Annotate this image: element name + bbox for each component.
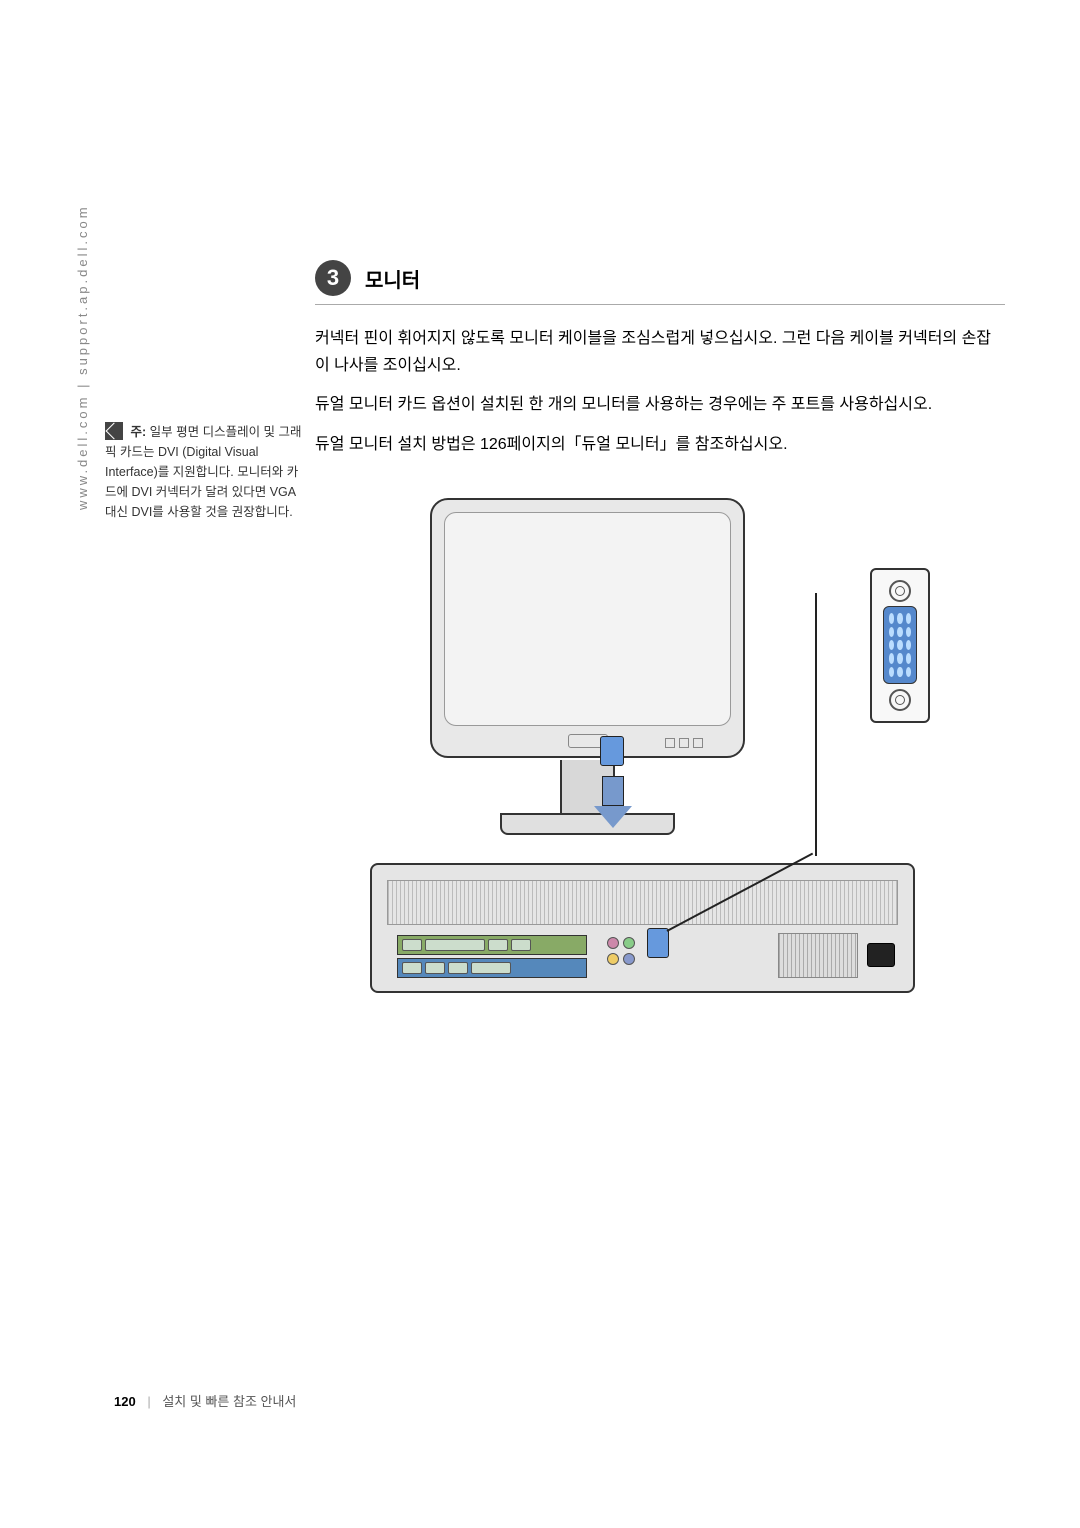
- main-content: 3 모니터 커넥터 핀이 휘어지지 않도록 모니터 케이블을 조심스럽게 넣으십…: [105, 260, 1005, 1058]
- note-icon: [105, 422, 123, 440]
- paragraph-2: 듀얼 모니터 카드 옵션이 설치된 한 개의 모니터를 사용하는 경우에는 주 …: [315, 391, 1005, 418]
- monitor-back: [430, 498, 745, 758]
- paragraph-1: 커넥터 핀이 휘어지지 않도록 모니터 케이블을 조심스럽게 넣으십시오. 그런…: [315, 325, 1005, 379]
- port-row-serial: [397, 958, 587, 978]
- vga-connector-detail: [870, 568, 930, 723]
- desktop-vent: [387, 880, 898, 925]
- audio-jack-green: [623, 937, 635, 949]
- step-number-badge: 3: [315, 260, 351, 296]
- io-ports-panel: [397, 935, 597, 980]
- monitor-button: [679, 738, 689, 748]
- footer-separator: |: [147, 1394, 150, 1409]
- note-block: 주: 일부 평면 디스플레이 및 그래픽 카드는 DVI (Digital Vi…: [105, 422, 305, 522]
- monitor-button: [665, 738, 675, 748]
- vga-thumbscrew-top: [889, 580, 911, 602]
- desktop-case-back: [370, 863, 915, 993]
- monitor-inner-panel: [444, 512, 731, 726]
- monitor-buttons: [665, 738, 703, 748]
- page-number: 120: [114, 1394, 136, 1409]
- vga-connector-desktop: [647, 928, 669, 958]
- audio-jack-blue: [623, 953, 635, 965]
- note-text: 일부 평면 디스플레이 및 그래픽 카드는 DVI (Digital Visua…: [105, 425, 302, 519]
- note-label: 주:: [130, 425, 146, 439]
- page-footer: 120 | 설치 및 빠른 참조 안내서: [114, 1391, 296, 1410]
- sidebar-url-text: www.dell.com | support.ap.dell.com: [75, 204, 90, 510]
- vga-cable-plug-monitor: [600, 736, 624, 766]
- vga-pin-array: [883, 606, 917, 684]
- step-title: 모니터: [365, 264, 420, 293]
- callout-line: [815, 593, 817, 856]
- power-socket: [867, 943, 895, 967]
- monitor-connection-illustration: [370, 498, 930, 1058]
- step-header: 3 모니터: [315, 260, 1005, 305]
- audio-jack-yellow: [607, 953, 619, 965]
- footer-title: 설치 및 빠른 참조 안내서: [162, 1394, 296, 1409]
- psu-vent: [778, 933, 858, 978]
- monitor-button: [693, 738, 703, 748]
- port-row-parallel: [397, 935, 587, 955]
- monitor-base: [500, 813, 675, 835]
- audio-jacks: [607, 937, 635, 965]
- vga-thumbscrew-bottom: [889, 689, 911, 711]
- audio-jack-pink: [607, 937, 619, 949]
- paragraph-3: 듀얼 모니터 설치 방법은 126페이지의「듀얼 모니터」를 참조하십시오.: [315, 431, 1005, 458]
